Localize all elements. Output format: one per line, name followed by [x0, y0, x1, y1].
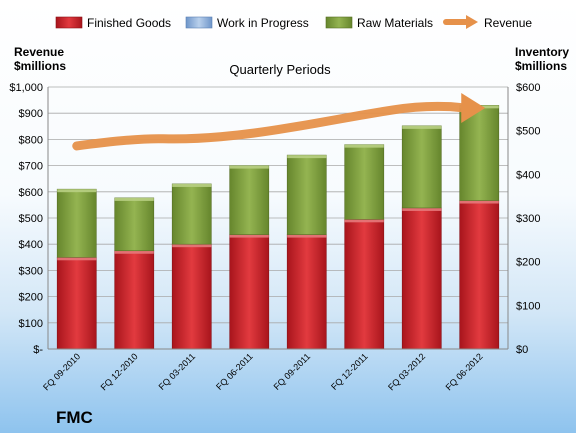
right-tick-label: $600 [516, 82, 540, 94]
bar-raw-materials [459, 105, 500, 201]
revenue-line [72, 101, 470, 151]
x-tick-label: FQ 06-2012 [444, 351, 485, 392]
right-tick-label: $0 [516, 344, 528, 356]
x-tick-label-group: FQ 03-2012 [386, 351, 427, 392]
x-tick-label-group: FQ 09-2010 [41, 351, 82, 392]
left-tick-label: $400 [19, 239, 43, 251]
bar-finished-goods [229, 234, 270, 350]
legend-label-work-in-progress: Work in Progress [217, 16, 309, 30]
bar-top-raw-materials [114, 197, 154, 201]
bar-raw-materials [344, 144, 385, 220]
right-axis-label-line1: Inventory [515, 45, 569, 59]
legend-swatch-work-in-progress [185, 16, 213, 29]
bar-top-finished-goods [229, 234, 269, 238]
x-tick-label-group: FQ 03-2011 [157, 351, 198, 392]
bar-raw-materials [171, 183, 212, 245]
x-tick-labels: FQ 09-2010 FQ 12-2010 FQ 03-2011 FQ 06-2011… [41, 351, 485, 392]
bars [56, 105, 500, 350]
right-tick-label: $500 [516, 126, 540, 138]
x-tick-label: FQ 09-2011 [272, 351, 313, 392]
legend-arrow-revenue [443, 15, 478, 29]
legend-item-revenue: Revenue [443, 15, 532, 30]
bar-top-finished-goods [459, 200, 499, 204]
bar-raw-materials [401, 125, 442, 209]
legend-label-finished-goods: Finished Goods [87, 16, 171, 30]
legend-label-revenue: Revenue [484, 16, 532, 30]
x-tick-label: FQ 03-2011 [157, 351, 198, 392]
x-tick-label: FQ 06-2011 [214, 351, 255, 392]
revenue-arrowhead [461, 92, 486, 123]
bar-finished-goods [286, 234, 327, 350]
x-tick-label: FQ 12-2010 [99, 351, 140, 392]
bar-finished-goods [56, 256, 97, 350]
bar-top-raw-materials [229, 165, 269, 169]
bar-finished-goods [171, 243, 212, 350]
left-tick-label: $- [33, 344, 43, 356]
company-ticker: FMC [56, 408, 93, 427]
right-tick-label: $200 [516, 257, 540, 269]
bar-finished-goods [344, 219, 385, 350]
x-tick-label-group: FQ 06-2011 [214, 351, 255, 392]
right-tick-labels: $0 $100 $200 $300 $400 $500 $600 [516, 82, 540, 356]
chart-title: Quarterly Periods [229, 62, 331, 77]
legend-label-raw-materials: Raw Materials [357, 16, 433, 30]
left-tick-labels: $- $100 $200 $300 $400 $500 $600 $700 $800 $900 $1… [9, 82, 43, 356]
left-tick-label: $1,000 [9, 82, 43, 94]
bar-finished-goods [459, 200, 500, 350]
legend-item-raw-materials: Raw Materials [325, 16, 433, 30]
bar-top-finished-goods [57, 257, 97, 261]
x-tick-label-group: FQ 12-2010 [99, 351, 140, 392]
bar-top-raw-materials [172, 183, 212, 187]
bar-top-finished-goods [172, 244, 212, 248]
left-tick-label: $900 [19, 108, 43, 120]
x-tick-label: FQ 03-2012 [386, 351, 427, 392]
revenue-series [72, 92, 486, 151]
legend-swatch-raw-materials [325, 16, 353, 29]
left-axis-label-line2: $millions [14, 59, 66, 73]
x-tick-label-group: FQ 09-2011 [272, 351, 313, 392]
bar-raw-materials [229, 165, 270, 235]
left-tick-label: $600 [19, 187, 43, 199]
right-tick-label: $100 [516, 300, 540, 312]
bar-finished-goods [401, 207, 442, 350]
legend: Finished Goods Work in Progress Raw Mate… [55, 15, 532, 30]
left-tick-label: $800 [19, 134, 43, 146]
bar-top-raw-materials [287, 155, 327, 159]
bar-raw-materials [56, 188, 97, 258]
right-tick-label: $400 [516, 169, 540, 181]
legend-item-finished-goods: Finished Goods [55, 16, 171, 30]
bar-top-finished-goods [344, 219, 384, 223]
left-tick-label: $700 [19, 161, 43, 173]
left-tick-label: $500 [19, 213, 43, 225]
bar-top-finished-goods [402, 207, 442, 211]
left-axis-label-line1: Revenue [14, 45, 64, 59]
right-axis-label-line2: $millions [515, 59, 567, 73]
x-tick-label-group: FQ 12-2011 [329, 351, 370, 392]
x-tick-label: FQ 12-2011 [329, 351, 370, 392]
x-tick-label: FQ 09-2010 [41, 351, 82, 392]
bar-top-raw-materials [57, 189, 97, 193]
bar-top-finished-goods [114, 250, 154, 254]
legend-swatch-finished-goods [55, 16, 83, 29]
right-tick-label: $300 [516, 213, 540, 225]
left-tick-label: $200 [19, 292, 43, 304]
bar-finished-goods [114, 250, 155, 350]
axes [47, 87, 509, 350]
x-tick-label-group: FQ 06-2012 [444, 351, 485, 392]
legend-item-work-in-progress: Work in Progress [185, 16, 309, 30]
left-tick-label: $300 [19, 265, 43, 277]
bar-top-raw-materials [344, 144, 384, 148]
left-tick-label: $100 [19, 318, 43, 330]
bar-raw-materials [286, 154, 327, 235]
bar-top-finished-goods [287, 234, 327, 238]
bar-top-raw-materials [402, 125, 442, 129]
bar-raw-materials [114, 197, 155, 252]
